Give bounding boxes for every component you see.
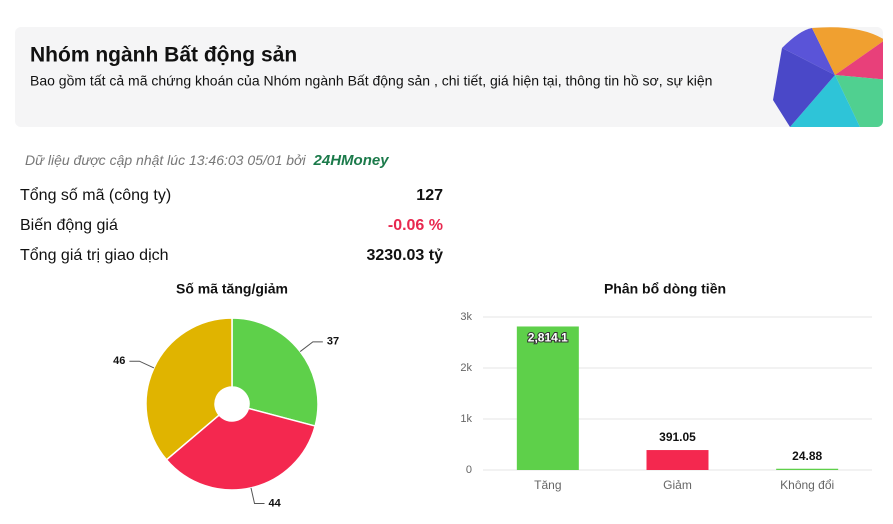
slice-label: 46 (113, 355, 125, 367)
chart-title: Số mã tăng/giảm (176, 281, 288, 297)
leader-line (129, 360, 155, 369)
stat-label: Tổng giá trị giao dịch (20, 246, 169, 264)
update-text: Dữ liệu được cập nhật lúc 13:46:03 05/01… (25, 152, 389, 169)
leader-line (299, 341, 323, 352)
bar-label: 391.05 (659, 430, 696, 444)
y-tick-label: 3k (460, 311, 472, 323)
pie-slice (231, 317, 319, 428)
header-box (15, 27, 883, 127)
brand: 24HMoney (313, 152, 390, 169)
slice-label: 37 (327, 336, 339, 348)
bar-label: 24.88 (792, 449, 822, 463)
y-tick-label: 0 (466, 464, 472, 476)
chart-title: Phân bổ dòng tiền (604, 281, 726, 297)
x-tick-label: Không đổi (780, 478, 834, 492)
y-tick-label: 1k (460, 413, 472, 425)
stat-value: 3230.03 tỷ (366, 247, 443, 264)
leader-line (250, 487, 265, 504)
header-icon (773, 27, 883, 127)
bar (646, 450, 709, 470)
stat-value: 127 (416, 187, 443, 204)
stat-label: Tổng số mã (công ty) (20, 186, 171, 204)
x-tick-label: Tăng (534, 478, 561, 492)
bar (776, 468, 839, 470)
stat-label: Biến động giá (20, 217, 118, 234)
page-title: Nhóm ngành Bất động sản (30, 44, 297, 67)
slice-label: 44 (269, 497, 282, 509)
bar (516, 326, 579, 470)
page-subtitle: Bao gồm tất cả mã chứng khoán của Nhóm n… (30, 73, 712, 89)
stat-value: -0.06 % (388, 217, 443, 234)
pie-slice (145, 317, 233, 461)
y-tick-label: 2k (460, 362, 472, 374)
x-tick-label: Giảm (663, 478, 692, 492)
bar-label: 2,814.1 (528, 331, 568, 345)
update-time: Dữ liệu được cập nhật lúc 13:46:03 05/01… (25, 152, 307, 168)
